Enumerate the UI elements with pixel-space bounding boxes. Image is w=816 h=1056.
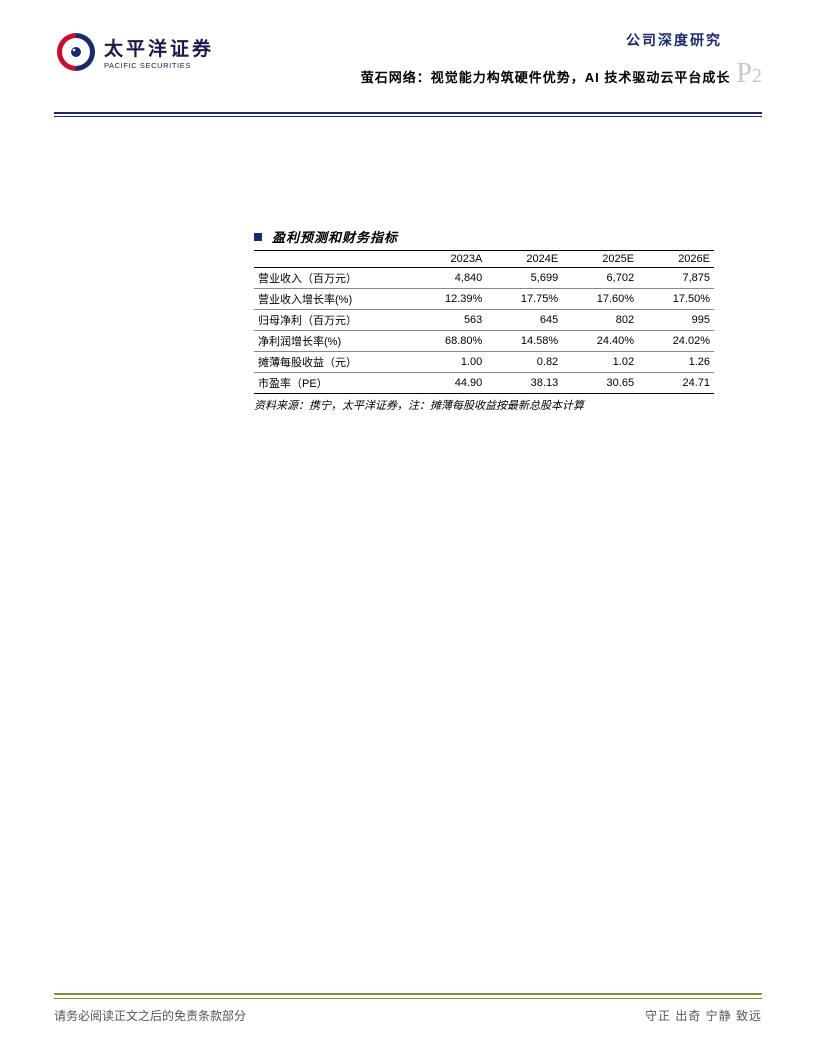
cell: 归母净利（百万元）: [254, 310, 410, 331]
col-header: 2026E: [638, 251, 714, 268]
header: 太平洋证券 PACIFIC SECURITIES 公司深度研究 萤石网络：视觉能…: [54, 30, 762, 108]
section-title-row: 盈利预测和财务指标: [254, 227, 714, 246]
cell: 7,875: [638, 268, 714, 289]
pacific-logo-icon: [54, 30, 98, 74]
cell: 17.50%: [638, 289, 714, 310]
col-header: 2024E: [486, 251, 562, 268]
square-bullet-icon: [254, 233, 262, 241]
logo-name-en: PACIFIC SECURITIES: [104, 61, 214, 70]
table-body: 营业收入（百万元） 4,840 5,699 6,702 7,875 营业收入增长…: [254, 268, 714, 394]
cell: 995: [638, 310, 714, 331]
table-head: 2023A 2024E 2025E 2026E: [254, 251, 714, 268]
cell: 1.00: [410, 352, 486, 373]
cell: 17.75%: [486, 289, 562, 310]
cell: 14.58%: [486, 331, 562, 352]
cell: 24.71: [638, 373, 714, 394]
footer-disclaimer: 请务必阅读正文之后的免责条款部分: [54, 1007, 246, 1024]
cell: 563: [410, 310, 486, 331]
header-rule-thin: [54, 116, 762, 117]
source-note: 资料来源：携宁，太平洋证券，注：摊薄每股收益按最新总股本计算: [254, 397, 714, 413]
cell: 802: [562, 310, 638, 331]
section-title: 盈利预测和财务指标: [272, 227, 398, 246]
cell: 5,699: [486, 268, 562, 289]
cell: 净利润增长率(%): [254, 331, 410, 352]
col-header: 2023A: [410, 251, 486, 268]
footer-rule-thick: [54, 993, 762, 995]
cell: 24.40%: [562, 331, 638, 352]
cell: 摊薄每股收益（元）: [254, 352, 410, 373]
logo-name-cn: 太平洋证券: [104, 34, 214, 61]
cell: 市盈率（PE）: [254, 373, 410, 394]
footer-row: 请务必阅读正文之后的免责条款部分 守正 出奇 宁静 致远: [54, 1007, 762, 1024]
page-container: 太平洋证券 PACIFIC SECURITIES 公司深度研究 萤石网络：视觉能…: [0, 0, 816, 1056]
cell: 6,702: [562, 268, 638, 289]
footer-rule-thin: [54, 998, 762, 999]
cell: 68.80%: [410, 331, 486, 352]
table-row: 营业收入增长率(%) 12.39% 17.75% 17.60% 17.50%: [254, 289, 714, 310]
header-right: 公司深度研究 萤石网络：视觉能力构筑硬件优势，AI 技术驱动云平台成长 P2: [361, 30, 762, 88]
logo-text: 太平洋证券 PACIFIC SECURITIES: [104, 34, 214, 70]
content-area: 盈利预测和财务指标 2023A 2024E 2025E 2026E 营业收入（百…: [254, 227, 714, 413]
cell: 12.39%: [410, 289, 486, 310]
col-header: [254, 251, 410, 268]
cell: 1.02: [562, 352, 638, 373]
table-row: 净利润增长率(%) 68.80% 14.58% 24.40% 24.02%: [254, 331, 714, 352]
cell: 30.65: [562, 373, 638, 394]
cell: 44.90: [410, 373, 486, 394]
table-row: 归母净利（百万元） 563 645 802 995: [254, 310, 714, 331]
cell: 营业收入（百万元）: [254, 268, 410, 289]
table-row: 摊薄每股收益（元） 1.00 0.82 1.02 1.26: [254, 352, 714, 373]
cell: 4,840: [410, 268, 486, 289]
header-rule-thick: [54, 112, 762, 114]
cell: 38.13: [486, 373, 562, 394]
document-type: 公司深度研究: [361, 30, 722, 50]
report-subtitle: 萤石网络：视觉能力构筑硬件优势，AI 技术驱动云平台成长: [361, 67, 731, 86]
page-number: P2: [736, 60, 762, 88]
cell: 24.02%: [638, 331, 714, 352]
table-header-row: 2023A 2024E 2025E 2026E: [254, 251, 714, 268]
cell: 0.82: [486, 352, 562, 373]
cell: 1.26: [638, 352, 714, 373]
subtitle-row: 萤石网络：视觉能力构筑硬件优势，AI 技术驱动云平台成长 P2: [361, 60, 762, 88]
table-row: 营业收入（百万元） 4,840 5,699 6,702 7,875: [254, 268, 714, 289]
logo-block: 太平洋证券 PACIFIC SECURITIES: [54, 30, 214, 74]
cell: 17.60%: [562, 289, 638, 310]
footer: 请务必阅读正文之后的免责条款部分 守正 出奇 宁静 致远: [54, 993, 762, 1024]
table-row: 市盈率（PE） 44.90 38.13 30.65 24.71: [254, 373, 714, 394]
financial-table: 2023A 2024E 2025E 2026E 营业收入（百万元） 4,840 …: [254, 250, 714, 394]
cell: 645: [486, 310, 562, 331]
col-header: 2025E: [562, 251, 638, 268]
footer-motto: 守正 出奇 宁静 致远: [645, 1007, 762, 1024]
cell: 营业收入增长率(%): [254, 289, 410, 310]
